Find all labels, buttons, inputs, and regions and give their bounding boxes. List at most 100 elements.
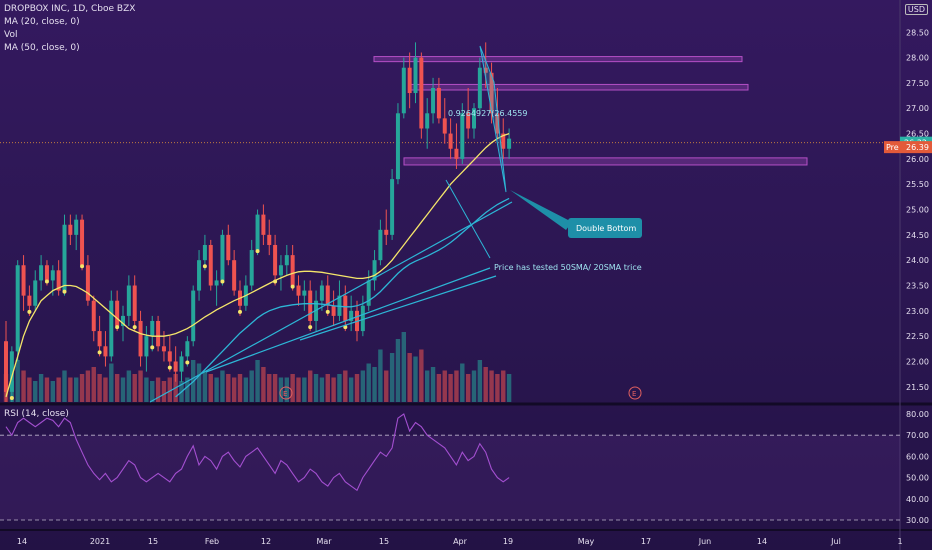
volume-bar <box>33 381 38 402</box>
candle-body <box>109 300 114 357</box>
volume-bar <box>50 381 55 402</box>
volume-bar <box>460 363 465 402</box>
candle-body <box>156 320 161 347</box>
pointer-line <box>445 179 491 259</box>
volume-bar <box>430 367 436 402</box>
volume-bar <box>495 374 500 402</box>
candle-body <box>372 260 377 281</box>
signal-dot <box>9 396 14 400</box>
signal-dot <box>290 284 295 289</box>
rsi-legend[interactable]: RSI (14, close) <box>4 409 69 419</box>
volume-bar <box>343 370 348 402</box>
candle-body <box>191 290 196 342</box>
y-tick-label: 22.00 <box>906 357 929 366</box>
candle-body <box>167 351 172 362</box>
signal-dot <box>167 365 172 370</box>
x-tick-label: Mar <box>316 537 332 546</box>
volume-bar <box>290 374 295 402</box>
candle-body <box>296 285 301 296</box>
currency-badge[interactable]: USD <box>904 4 928 15</box>
volume-bar <box>74 377 79 402</box>
candle-body <box>138 320 143 357</box>
signal-dot <box>308 325 313 330</box>
volume-bar <box>21 370 26 402</box>
candle-body <box>495 113 500 134</box>
rsi-tick-label: 60.00 <box>906 452 929 461</box>
x-tick-label: May <box>578 537 595 546</box>
candle-body <box>80 219 85 266</box>
signal-dot <box>97 350 102 355</box>
legend-vol[interactable]: Vol <box>4 30 18 40</box>
volume-bar <box>296 377 301 402</box>
legend-ma50[interactable]: MA (50, close, 0) <box>4 43 80 53</box>
rsi-line <box>5 413 510 492</box>
candle-body <box>501 133 506 149</box>
volume-bar <box>267 374 272 402</box>
volume-bar <box>407 353 412 402</box>
volume-bar <box>79 374 85 402</box>
volume-bar <box>389 353 395 402</box>
double-bottom-label: Double Bottom <box>576 224 636 233</box>
candle-body <box>308 290 313 321</box>
volume-bar <box>331 377 336 402</box>
volume-bar <box>506 374 512 402</box>
volume-bar <box>419 349 424 402</box>
candle-body <box>4 341 8 392</box>
volume-bar <box>138 370 143 402</box>
candle-body <box>472 108 476 129</box>
candle-body <box>466 113 471 129</box>
signal-dot <box>238 309 242 314</box>
candle-body <box>407 67 412 94</box>
trendline <box>205 267 491 373</box>
signal-dot <box>27 309 32 314</box>
x-tick-label: 14 <box>757 537 767 546</box>
volume-bar <box>308 370 313 402</box>
candle-body <box>448 133 453 149</box>
volume-bar <box>44 377 50 402</box>
ma20-line <box>5 132 510 398</box>
candle-body <box>62 224 67 291</box>
price-axis: 28.50 28.00 27.50 27.00 26.50 26.00 25.50 25.00… <box>884 28 932 392</box>
moving-averages <box>5 132 510 398</box>
volume-bar <box>161 381 167 402</box>
candle-body <box>103 346 108 357</box>
fib-label: 0.9264927(26.4559 <box>448 109 527 118</box>
candle-body <box>197 260 202 291</box>
legend-symbol[interactable]: DROPBOX INC, 1D, Cboe BZX <box>4 4 136 14</box>
volume-bar <box>313 374 319 402</box>
rsi-pane: 80.00 70.00 60.00 50.00 40.00 30.00 <box>0 410 929 525</box>
candle-body <box>126 285 131 316</box>
volume-bar <box>167 377 172 402</box>
volume-bar <box>471 370 477 402</box>
candle-body <box>489 72 494 114</box>
volume-bar <box>114 374 120 402</box>
volume-bar <box>38 374 44 402</box>
rsi-tick-label: 30.00 <box>906 516 929 525</box>
x-tick-label: Jul <box>830 537 841 546</box>
candle-body <box>232 260 237 291</box>
candle-body <box>9 351 14 392</box>
candle-body <box>185 341 190 357</box>
volume-bar <box>150 381 155 402</box>
volume-bar <box>483 367 488 402</box>
signal-dot <box>220 279 225 284</box>
candle-body <box>442 118 447 134</box>
volume-bar <box>68 377 73 402</box>
pre-price-label: 26.39 <box>906 143 929 152</box>
callout-arrow <box>510 190 572 230</box>
volume-bar <box>237 374 243 402</box>
double-bottom-callout <box>568 218 642 238</box>
signal-dot <box>115 325 120 330</box>
pre-tag-label: Pre <box>886 143 899 152</box>
earnings-label: E <box>283 390 287 398</box>
volume-bar <box>196 363 202 402</box>
volume-bar <box>27 377 32 402</box>
signal-dot <box>44 279 49 284</box>
signal-dot <box>255 249 260 254</box>
x-tick-label: Jun <box>698 537 712 546</box>
candle-body <box>419 57 424 129</box>
legend-ma20[interactable]: MA (20, close, 0) <box>4 17 80 27</box>
candle-body <box>202 244 207 261</box>
volume-bar <box>325 374 330 402</box>
